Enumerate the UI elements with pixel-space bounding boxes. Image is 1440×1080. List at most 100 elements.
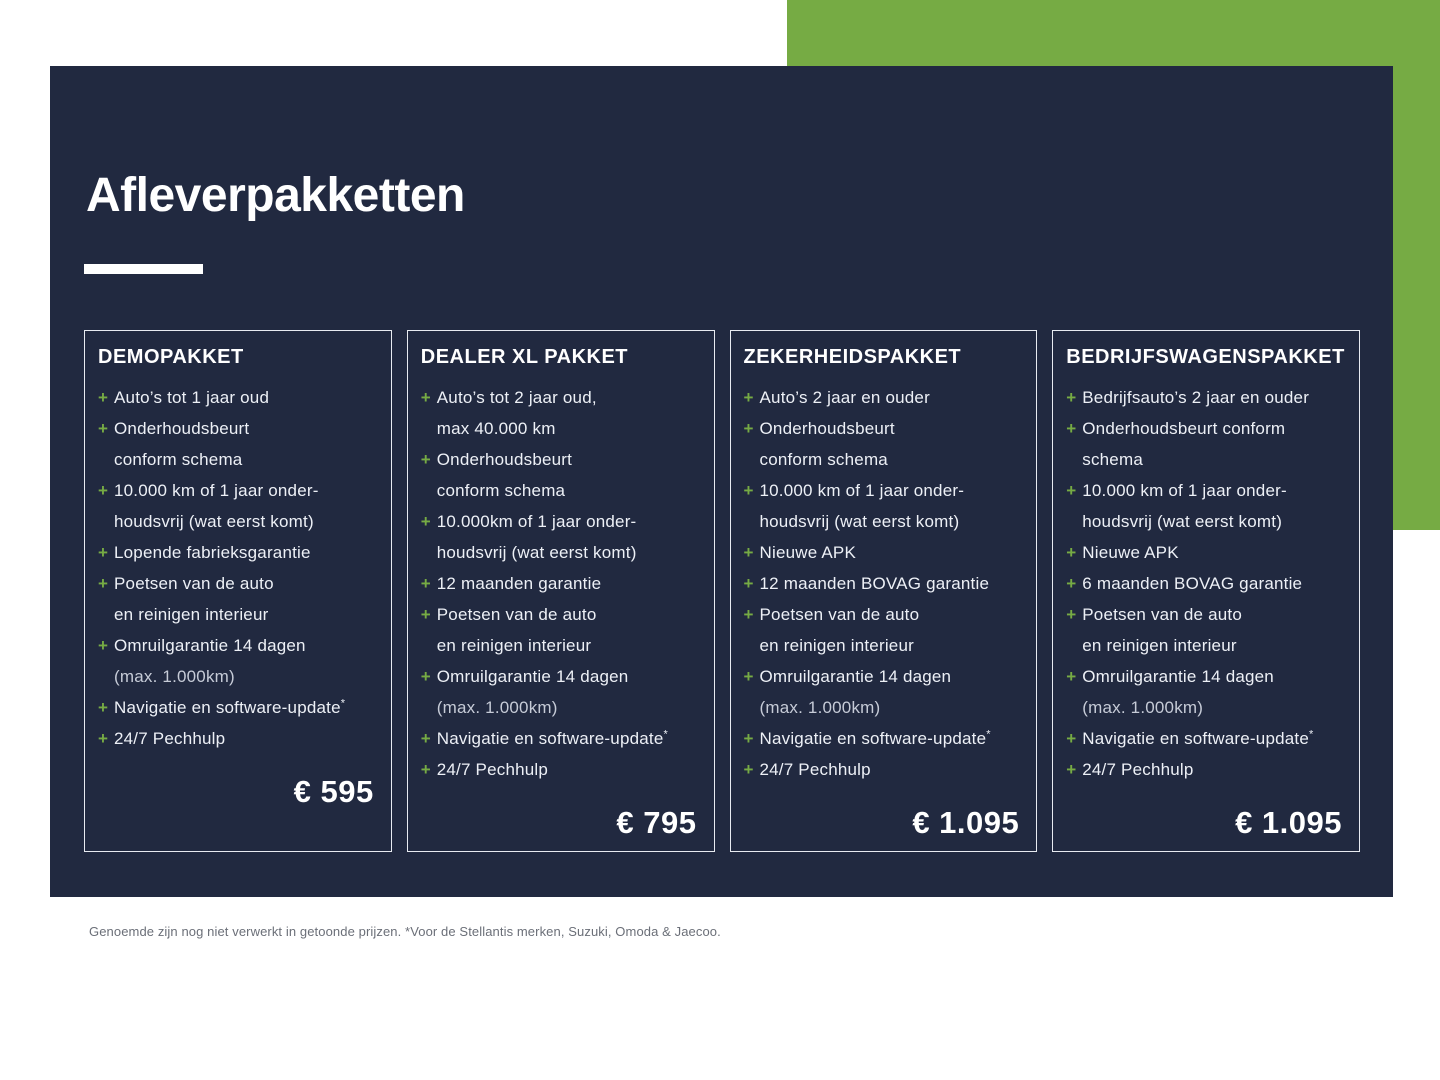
feature-item: + Onderhoudsbeurt bbox=[98, 413, 377, 444]
package-name: ZEKERHEIDSPAKKET bbox=[743, 346, 962, 368]
feature-text: en reinigen interieur bbox=[114, 605, 269, 624]
plus-icon: + bbox=[420, 512, 431, 531]
feature-item-continuation: conform schema bbox=[98, 444, 377, 475]
plus-icon: + bbox=[420, 450, 431, 469]
package-card-bedrijfswagenspakket: BEDRIJFSWAGENSPAKKET + Bedrijfsauto’s 2 ja… bbox=[1052, 330, 1360, 852]
plus-icon: + bbox=[98, 388, 109, 407]
plus-icon: + bbox=[1066, 419, 1077, 438]
asterisk-superscript: * bbox=[1308, 728, 1314, 741]
feature-text: 24/7 Pechhulp bbox=[759, 760, 871, 779]
feature-text: Onderhoudsbeurt bbox=[114, 419, 250, 438]
package-name: DEALER XL PAKKET bbox=[420, 346, 629, 368]
feature-item-continuation: en reinigen interieur bbox=[1066, 630, 1345, 661]
feature-item: + Poetsen van de auto bbox=[1066, 599, 1345, 630]
feature-text: Omruilgarantie 14 dagen bbox=[759, 667, 952, 686]
feature-item: + Bedrijfsauto’s 2 jaar en ouder bbox=[1066, 382, 1345, 413]
footnote: Genoemde zijn nog niet verwerkt in getoo… bbox=[89, 924, 721, 939]
package-cards-row: DEMOPAKKET + Auto’s tot 1 jaar oud + Onderho… bbox=[84, 330, 1360, 852]
feature-item: + Omruilgarantie 14 dagen bbox=[744, 661, 1023, 692]
feature-item: +10.000 km of 1 jaar onder- bbox=[744, 475, 1023, 506]
feature-item: + Omruilgarantie 14 dagen bbox=[1066, 661, 1345, 692]
feature-item-continuation: (max. 1.000km) bbox=[744, 692, 1023, 723]
feature-text: 10.000 km of 1 jaar onder- bbox=[759, 481, 965, 500]
plus-icon: + bbox=[743, 605, 754, 624]
feature-list: + Auto’s tot 1 jaar oud + Onderhoudsbeurt co… bbox=[98, 382, 377, 754]
feature-item-continuation: conform schema bbox=[744, 444, 1023, 475]
feature-item-continuation: houdsvrij (wat eerst komt) bbox=[1066, 506, 1345, 537]
plus-icon: + bbox=[743, 419, 754, 438]
feature-item-continuation: en reinigen interieur bbox=[421, 630, 700, 661]
feature-item: + Auto’s tot 2 jaar oud, bbox=[421, 382, 700, 413]
feature-item: + Auto’s tot 1 jaar oud bbox=[98, 382, 377, 413]
feature-item-continuation: (max. 1.000km) bbox=[98, 661, 377, 692]
feature-item: +12 maanden BOVAG garantie bbox=[744, 568, 1023, 599]
package-name: DEMOPAKKET bbox=[98, 346, 244, 368]
plus-icon: + bbox=[1066, 543, 1077, 562]
asterisk-superscript: * bbox=[986, 728, 991, 741]
feature-item: + Onderhoudsbeurt conform bbox=[1066, 413, 1345, 444]
feature-text: 10.000 km of 1 jaar onder- bbox=[1082, 481, 1287, 500]
feature-text: Auto’s tot 1 jaar oud bbox=[114, 388, 270, 407]
feature-item: + Auto’s 2 jaar en ouder bbox=[744, 382, 1023, 413]
feature-item: + Navigatie en software-update* bbox=[744, 723, 1023, 754]
feature-item-continuation: (max. 1.000km) bbox=[1066, 692, 1345, 723]
feature-item: +24/7 Pechhulp bbox=[421, 754, 700, 785]
asterisk-superscript: * bbox=[663, 728, 668, 741]
feature-text: houdsvrij (wat eerst komt) bbox=[114, 512, 314, 531]
feature-text: (max. 1.000km) bbox=[114, 667, 235, 686]
feature-text: Omruilgarantie 14 dagen bbox=[436, 667, 629, 686]
feature-text: conform schema bbox=[114, 450, 243, 469]
feature-text: Navigatie en software-update* bbox=[436, 728, 668, 748]
plus-icon: + bbox=[1066, 667, 1077, 686]
plus-icon: + bbox=[743, 388, 754, 407]
feature-text: conform schema bbox=[759, 450, 888, 469]
package-price: € 595 bbox=[293, 774, 374, 809]
asterisk-superscript: * bbox=[340, 697, 346, 710]
plus-icon: + bbox=[743, 667, 754, 686]
plus-icon: + bbox=[1066, 481, 1077, 500]
feature-text: Lopende fabrieksgarantie bbox=[114, 543, 311, 562]
feature-text: Onderhoudsbeurt conform bbox=[1082, 419, 1286, 438]
feature-text: en reinigen interieur bbox=[1082, 636, 1237, 655]
feature-text: 12 maanden BOVAG garantie bbox=[759, 574, 990, 593]
feature-text: 6 maanden BOVAG garantie bbox=[1082, 574, 1303, 593]
feature-text: Navigatie en software-update* bbox=[1082, 728, 1314, 748]
feature-text: conform schema bbox=[436, 481, 566, 500]
feature-item: + Navigatie en software-update* bbox=[1066, 723, 1345, 754]
plus-icon: + bbox=[420, 605, 431, 624]
feature-text: Onderhoudsbeurt bbox=[759, 419, 895, 438]
plus-icon: + bbox=[1066, 574, 1077, 593]
feature-item-continuation: (max. 1.000km) bbox=[421, 692, 700, 723]
plus-icon: + bbox=[743, 481, 754, 500]
feature-item-continuation: houdsvrij (wat eerst komt) bbox=[421, 537, 700, 568]
plus-icon: + bbox=[1066, 729, 1077, 748]
feature-text: 12 maanden garantie bbox=[436, 574, 602, 593]
feature-text: Onderhoudsbeurt bbox=[436, 450, 573, 469]
feature-item: +24/7 Pechhulp bbox=[98, 723, 377, 754]
feature-text: Navigatie en software-update* bbox=[114, 697, 346, 717]
feature-text: 24/7 Pechhulp bbox=[114, 729, 226, 748]
feature-text: 10.000 km of 1 jaar onder- bbox=[114, 481, 319, 500]
feature-item: +12 maanden garantie bbox=[421, 568, 700, 599]
plus-icon: + bbox=[743, 574, 754, 593]
feature-item: + Omruilgarantie 14 dagen bbox=[421, 661, 700, 692]
feature-item-continuation: max 40.000 km bbox=[421, 413, 700, 444]
feature-text: (max. 1.000km) bbox=[436, 698, 558, 717]
plus-icon: + bbox=[98, 698, 109, 717]
package-card-zekerheidspakket: ZEKERHEIDSPAKKET + Auto’s 2 jaar en ouder +… bbox=[729, 330, 1038, 852]
feature-text: Poetsen van de auto bbox=[114, 574, 274, 593]
feature-text: Auto’s tot 2 jaar oud, bbox=[436, 388, 597, 407]
feature-text: en reinigen interieur bbox=[759, 636, 914, 655]
feature-item: +10.000 km of 1 jaar onder- bbox=[98, 475, 377, 506]
feature-text: Navigatie en software-update* bbox=[759, 728, 991, 748]
feature-list: + Bedrijfsauto’s 2 jaar en ouder + Onderhou… bbox=[1066, 382, 1345, 785]
package-card-dealer-xl-pakket: DEALER XL PAKKET + Auto’s tot 2 jaar oud, m… bbox=[406, 330, 715, 852]
plus-icon: + bbox=[420, 667, 431, 686]
feature-text: Poetsen van de auto bbox=[436, 605, 597, 624]
plus-icon: + bbox=[420, 760, 431, 779]
plus-icon: + bbox=[1066, 760, 1077, 779]
plus-icon: + bbox=[743, 543, 754, 562]
page-title: Afleverpakketten bbox=[86, 169, 465, 222]
plus-icon: + bbox=[743, 760, 754, 779]
package-price: € 1.095 bbox=[1235, 805, 1342, 840]
